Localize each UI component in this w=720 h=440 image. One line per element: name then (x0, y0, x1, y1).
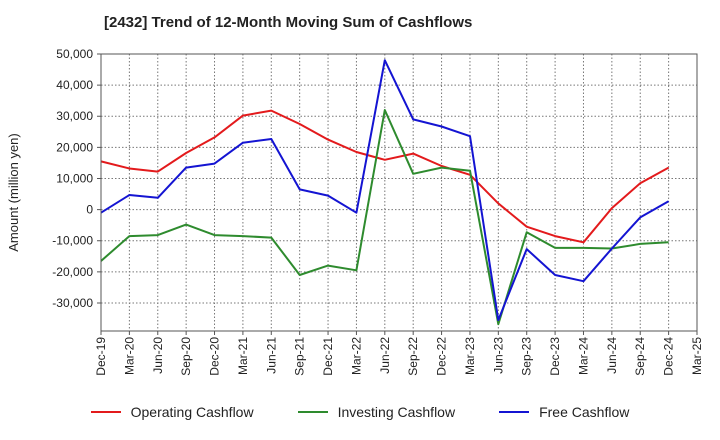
series-lines (100, 59, 670, 326)
legend-label-free: Free Cashflow (539, 404, 630, 420)
y-tick-label: 0 (86, 203, 93, 217)
legend-item-free: Free Cashflow (499, 404, 629, 420)
x-tick-label: Dec-21 (321, 337, 335, 376)
x-tick-label: Mar-24 (576, 337, 590, 375)
x-tick-label: Jun-24 (605, 337, 619, 374)
y-tick-label: 30,000 (56, 109, 93, 123)
x-tick-label: Sep-20 (179, 337, 193, 376)
legend-swatch-operating (90, 411, 121, 413)
x-tick-label: Dec-19 (94, 337, 108, 376)
y-axis-title: Amount (million yen) (6, 133, 21, 252)
x-tick-label: Dec-23 (548, 337, 562, 376)
x-tick-label: Dec-22 (435, 337, 449, 376)
legend-item-operating: Operating Cashflow (90, 404, 254, 420)
series-line-free-cashflow (100, 59, 670, 322)
x-tick-label: Mar-22 (349, 337, 363, 375)
x-axis: Dec-19 Mar-20 Jun-20 Sep-20 Dec-20 Mar-21 Jun-… (94, 331, 704, 376)
y-axis: -30,000 -20,000 -10,000 0 10,000 20,000 30,000… (52, 47, 101, 310)
y-tick-label: -20,000 (52, 265, 93, 279)
x-tick-label: Mar-23 (463, 337, 477, 375)
x-tick-label: Mar-20 (122, 337, 136, 375)
x-tick-label: Jun-23 (491, 337, 505, 374)
legend-label-operating: Operating Cashflow (130, 404, 254, 420)
legend-swatch-free (499, 411, 530, 413)
plot-frame (100, 53, 698, 332)
y-tick-label: -10,000 (52, 234, 93, 248)
y-tick-label: 20,000 (56, 140, 93, 154)
y-tick-label: 40,000 (56, 78, 93, 92)
chart-title: [2432] Trend of 12-Month Moving Sum of C… (104, 14, 473, 31)
series-line-investing-cashflow (100, 109, 669, 326)
x-tick-label: Jun-20 (151, 337, 165, 374)
series-line-operating-cashflow (100, 109, 670, 244)
x-tick-label: Dec-20 (208, 337, 222, 376)
legend-label-investing: Investing Cashflow (337, 404, 456, 420)
y-tick-label: 50,000 (56, 47, 93, 61)
x-tick-label: Jun-21 (264, 337, 278, 374)
y-tick-label: 10,000 (56, 171, 93, 185)
legend-item-investing: Investing Cashflow (297, 404, 456, 420)
x-tick-label: Sep-22 (406, 337, 420, 376)
grid-lines (100, 53, 698, 331)
legend: Operating Cashflow Investing Cashflow Fr… (0, 404, 720, 420)
legend-swatch-investing (297, 411, 328, 413)
x-tick-label: Mar-21 (236, 337, 250, 375)
x-tick-label: Jun-22 (378, 337, 392, 374)
x-tick-label: Mar-25 (690, 337, 704, 375)
x-tick-label: Sep-24 (633, 337, 647, 376)
x-tick-label: Dec-24 (662, 337, 676, 376)
y-tick-label: -30,000 (52, 296, 93, 310)
x-tick-label: Sep-23 (520, 337, 534, 376)
line-chart: -30,000 -20,000 -10,000 0 10,000 20,000 30,000… (6, 47, 704, 376)
x-tick-label: Sep-21 (293, 337, 307, 376)
